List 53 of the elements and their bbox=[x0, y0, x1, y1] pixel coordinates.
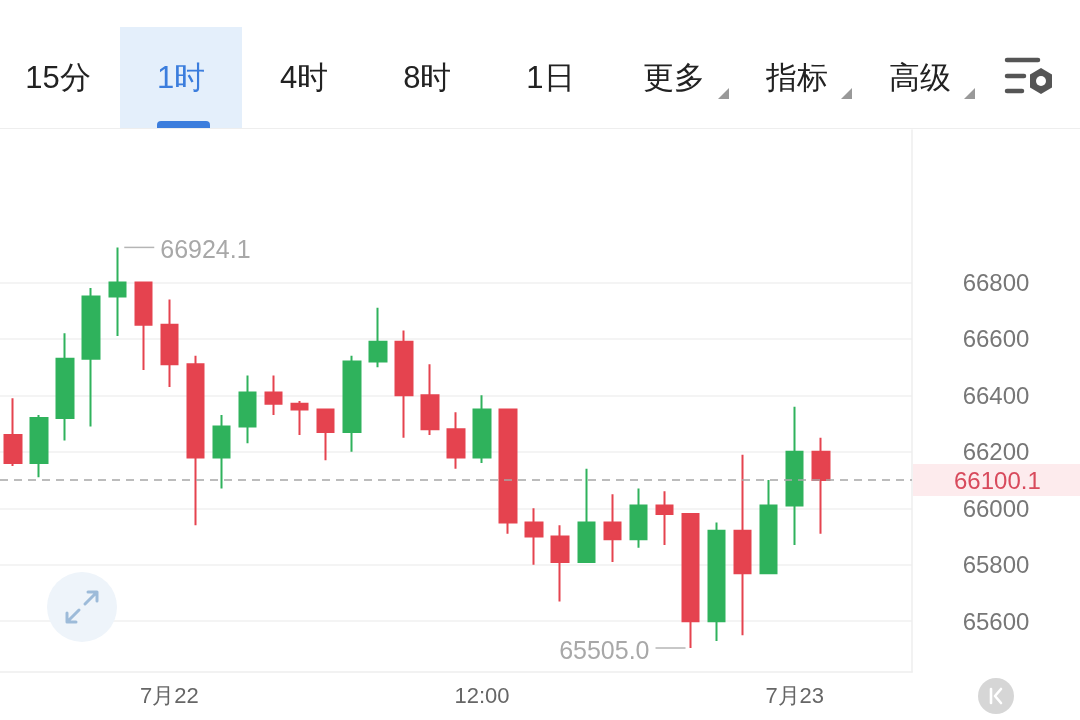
candlestick bbox=[368, 306, 388, 369]
candlestick bbox=[264, 374, 283, 417]
candlestick bbox=[655, 490, 674, 546]
candlestick bbox=[733, 453, 752, 637]
ref-line-label: 66100.1 bbox=[954, 466, 1041, 494]
candlestick bbox=[472, 394, 492, 465]
candlestick bbox=[550, 524, 570, 603]
candlestick bbox=[186, 354, 205, 527]
candlestick bbox=[629, 487, 648, 549]
y-tick-label: 66200 bbox=[962, 438, 1030, 466]
annotation: 65505.0 bbox=[559, 636, 650, 665]
y-tick-label: 66000 bbox=[962, 494, 1030, 522]
candlestick bbox=[420, 363, 440, 436]
text: 高级 bbox=[888, 58, 951, 97]
x-tick-label: 7月22 bbox=[140, 682, 199, 708]
candlestick bbox=[342, 354, 362, 453]
y-tick-label: 66400 bbox=[962, 381, 1030, 409]
candlestick bbox=[108, 246, 127, 338]
candlestick bbox=[134, 281, 153, 371]
annotation: 66924.1 bbox=[160, 235, 251, 264]
candlestick bbox=[759, 479, 778, 575]
candlestick bbox=[290, 400, 309, 436]
candlestick bbox=[811, 436, 831, 535]
text: 指标 bbox=[765, 58, 828, 97]
candlestick bbox=[707, 521, 726, 642]
text: 1时 bbox=[156, 58, 206, 97]
candlestick bbox=[785, 405, 804, 546]
text: 1日 bbox=[526, 58, 575, 97]
candlestick bbox=[212, 414, 231, 490]
candlestick bbox=[81, 287, 101, 428]
y-tick-label: 66600 bbox=[962, 325, 1030, 353]
candlestick bbox=[603, 493, 622, 563]
text: 更多 bbox=[642, 58, 705, 97]
x-tick-label: 7月23 bbox=[765, 682, 825, 708]
candlestick bbox=[55, 332, 75, 442]
candlestick bbox=[394, 329, 414, 439]
candlestick bbox=[681, 512, 700, 650]
y-tick-label: 65800 bbox=[962, 551, 1030, 579]
text: 8时 bbox=[403, 58, 452, 97]
candlestick bbox=[160, 298, 179, 388]
text: 15分 bbox=[25, 58, 91, 97]
candlestick bbox=[446, 411, 466, 470]
candlestick bbox=[577, 467, 596, 563]
candlestick bbox=[29, 414, 49, 479]
candlestick bbox=[3, 397, 23, 467]
y-tick-label: 66800 bbox=[962, 268, 1030, 296]
text: 4时 bbox=[280, 58, 329, 97]
x-tick-label: 12:00 bbox=[454, 682, 510, 708]
y-tick-label: 65600 bbox=[962, 607, 1030, 635]
candlestick bbox=[524, 507, 544, 566]
candlestick bbox=[316, 408, 335, 462]
candlestick bbox=[498, 408, 518, 535]
candlestick bbox=[238, 374, 257, 445]
